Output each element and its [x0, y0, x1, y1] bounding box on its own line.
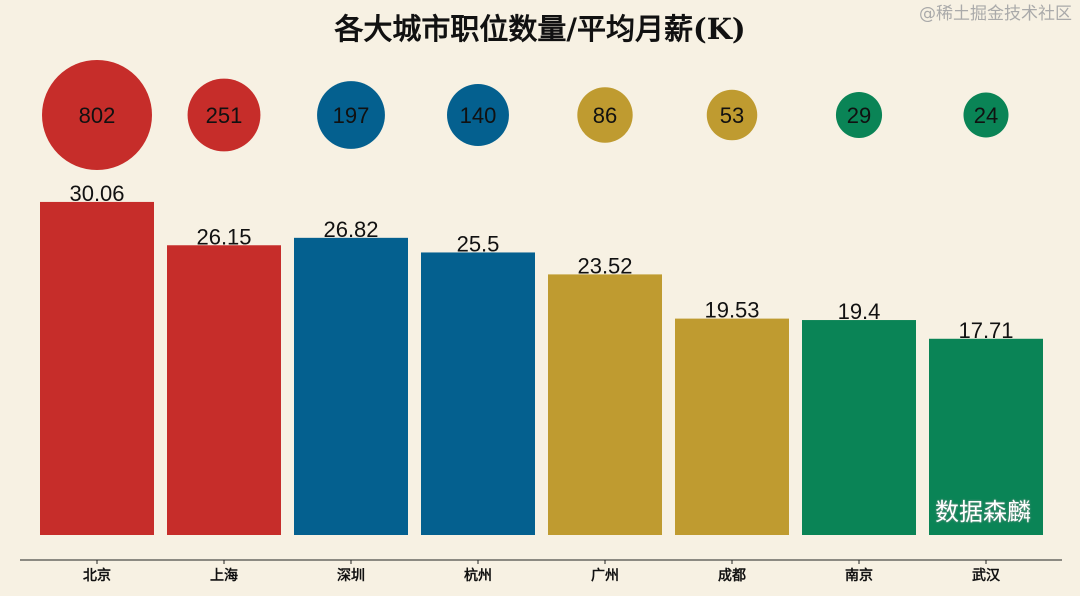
bar [675, 318, 789, 535]
x-tick-label: 杭州 [464, 567, 492, 584]
count-label: 197 [333, 103, 370, 128]
count-label: 251 [206, 103, 243, 128]
watermark-brand: 数据森麟 [935, 498, 1031, 526]
bar-label: 19.4 [838, 299, 881, 324]
bar [421, 252, 535, 535]
bar-label: 17.71 [958, 318, 1013, 343]
x-tick-label: 广州 [591, 567, 619, 584]
bar-label: 25.5 [457, 231, 500, 256]
count-bubble [317, 81, 385, 149]
x-tick-label: 南京 [845, 567, 873, 584]
count-label: 24 [974, 103, 998, 128]
bar [929, 338, 1043, 535]
count-bubble [835, 91, 883, 139]
bar [167, 245, 281, 535]
x-tick-label: 深圳 [337, 567, 365, 584]
count-label: 29 [847, 103, 871, 128]
count-label: 53 [720, 103, 744, 128]
bar-label: 30.06 [69, 181, 124, 206]
bar [802, 320, 916, 535]
count-bubble [577, 87, 633, 143]
bar-label: 19.53 [704, 298, 759, 323]
x-tick-label: 北京 [83, 567, 111, 584]
count-bubble [963, 92, 1009, 138]
x-tick-label: 成都 [718, 567, 746, 584]
bar-label: 26.15 [196, 224, 251, 249]
chart-title: 各大城市职位数量/平均月薪(K) [334, 12, 746, 46]
count-bubble [187, 78, 261, 152]
x-tick-label: 上海 [210, 567, 238, 584]
bar [294, 237, 408, 535]
bar-label: 23.52 [577, 253, 632, 278]
count-label: 802 [79, 103, 116, 128]
count-label: 86 [593, 103, 617, 128]
bar [40, 201, 154, 536]
bar-label: 26.82 [323, 217, 378, 242]
count-bubble [42, 60, 152, 170]
x-tick-label: 武汉 [972, 567, 1001, 584]
count-bubble [447, 84, 509, 146]
count-bubble [706, 89, 758, 141]
bar [548, 274, 662, 535]
count-label: 140 [460, 103, 497, 128]
watermark-site: @稀土掘金技术社区 [919, 4, 1072, 24]
